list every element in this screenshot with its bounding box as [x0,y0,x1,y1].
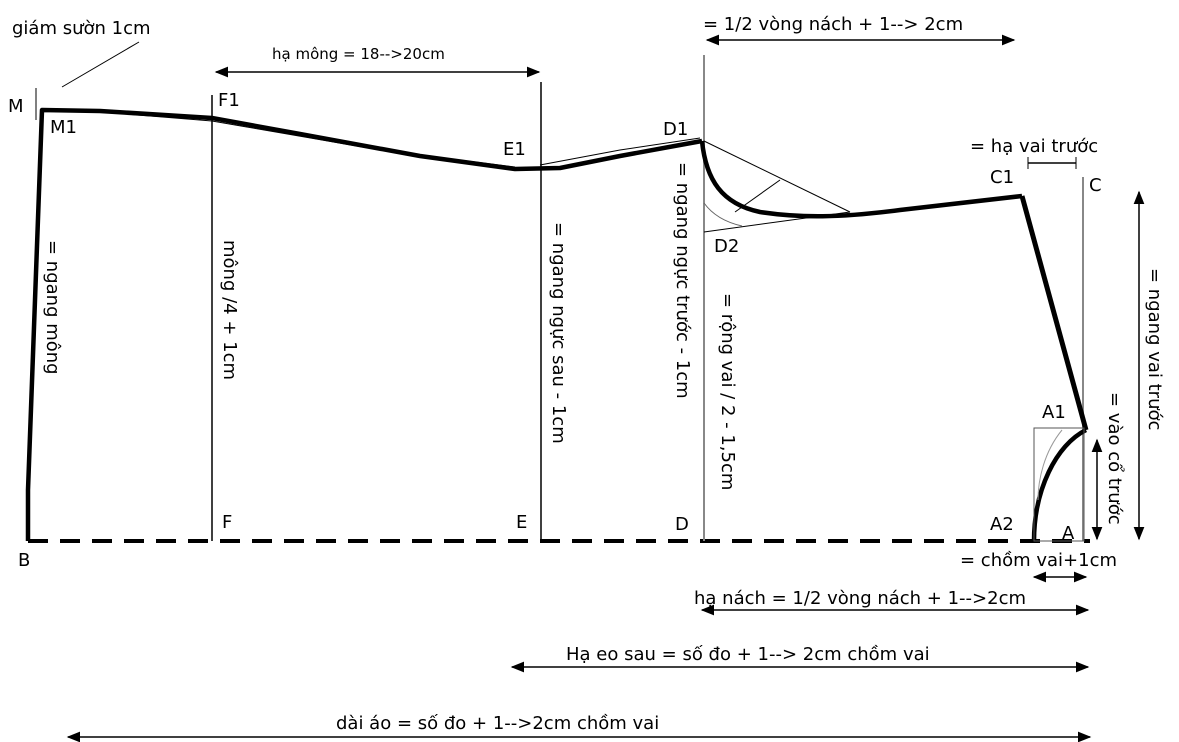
point-f: F [222,512,232,533]
e1-d1-thin-line [539,137,701,166]
label-ngang-vai-truoc: = ngang vai trước [1144,268,1165,430]
point-d2: D2 [714,236,739,257]
label-dai-ao: dài áo = số đo + 1-->2cm chồm vai [336,713,659,734]
label-chom-vai: = chồm vai+1cm [960,550,1117,571]
neck-construction-curve [1037,429,1063,501]
point-c1: C1 [990,167,1014,188]
label-ha-nach: hạ nách = 1/2 vòng nách + 1-->2cm [694,588,1026,609]
giam-suon-pointer [61,41,140,88]
point-m: M [8,96,24,117]
point-f1: F1 [218,90,240,111]
armhole-guide-4 [703,202,743,227]
point-a: A [1062,523,1075,544]
point-d1: D1 [663,119,688,140]
label-ngang-mong: = ngang mông [42,240,63,375]
label-giam-suon: giám sườn 1cm [12,18,151,39]
outline-neckline [1031,427,1088,542]
label-vao-co-truoc: = vào cổ trước [1104,392,1125,525]
label-mong-4: mông /4 + 1cm [219,240,240,380]
point-c: C [1089,175,1102,196]
label-rong-vai: = rộng vai / 2 - 1,5cm [717,293,738,490]
armhole-guide-1 [703,140,851,213]
outline-shoulder [1019,195,1089,431]
label-ha-mong: hạ mông = 18-->20cm [272,45,445,63]
neck-construction-box [1033,427,1085,542]
point-a2: A2 [990,514,1014,535]
label-half-vong-nach: = 1/2 vòng nách + 1--> 2cm [703,14,963,35]
point-e: E [516,512,527,533]
point-e1: E1 [503,139,526,160]
label-ngang-nguc-truoc: = ngang ngực trước - 1cm [672,162,693,399]
label-ha-eo-sau: Hạ eo sau = số đo + 1--> 2cm chồm vai [566,644,930,665]
point-b: B [18,550,30,571]
label-ha-vai-truoc: = hạ vai trước [970,136,1098,157]
point-a1: A1 [1042,402,1066,423]
label-ngang-nguc-sau: = ngang ngực sau - 1cm [548,222,569,444]
point-m1: M1 [50,117,77,138]
point-d: D [675,514,689,535]
outline-armhole [699,140,1023,219]
outline-side-hem [25,107,703,541]
